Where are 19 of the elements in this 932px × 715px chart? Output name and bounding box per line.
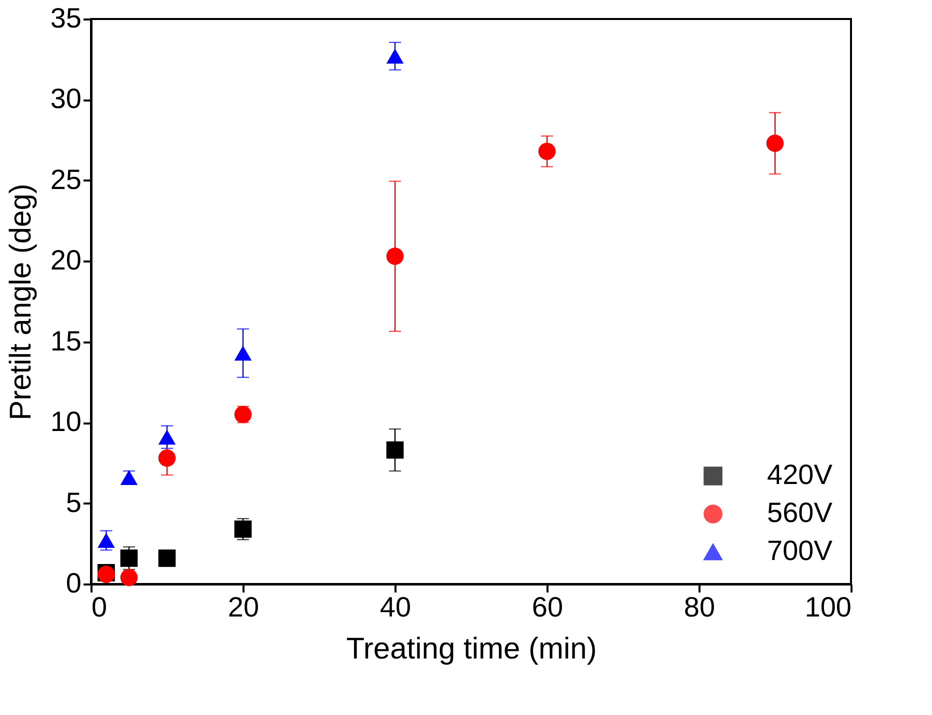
y-tick-label: 30 [50,83,82,114]
y-tick-label: 25 [50,164,82,195]
y-axis-title: Pretilt angle (deg) [4,184,38,420]
x-tick-label: 60 [532,592,564,622]
y-tick-label: 5 [66,486,82,518]
x-axis-title: Treating time (min) [346,632,597,666]
x-tick-label: 20 [228,592,260,622]
y-tick-label: 10 [50,406,82,438]
y-tick-label: 20 [50,244,82,276]
x-tick-label: 80 [684,592,716,622]
legend-label: 560V [767,497,833,528]
y-tick-label: 0 [66,568,82,598]
y-tick-label: 15 [50,325,82,356]
legend-label: 420V [767,459,833,490]
legend-label: 700V [767,535,833,566]
x-tick-label: 100 [804,592,852,622]
y-tick-label: 35 [50,2,82,34]
x-tick-label: 0 [92,592,108,622]
x-tick-label: 40 [380,592,412,622]
